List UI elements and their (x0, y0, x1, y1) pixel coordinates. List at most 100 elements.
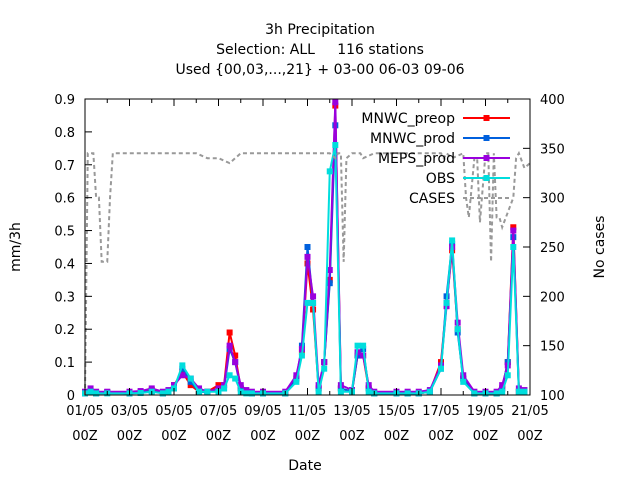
series-point-obs (298, 352, 305, 359)
series-point-obs (504, 372, 511, 379)
series-point-obs (159, 390, 166, 397)
series-point-obs (521, 388, 528, 395)
series-point-obs (232, 375, 239, 382)
series-point-obs (221, 385, 228, 392)
x-tick-label-date: 13/05 (333, 404, 370, 419)
series-point-obs (187, 375, 194, 382)
series-layer (82, 99, 531, 397)
y-tick-label: 0.5 (54, 225, 75, 240)
chart-title-block: 3h Precipitation Selection: ALL 116 stat… (175, 22, 464, 78)
series-point-meps-prod (171, 382, 177, 389)
legend-label-obs: OBS (426, 171, 455, 187)
series-point-meps-prod (360, 352, 367, 359)
series-point-obs (93, 390, 100, 397)
x-tick-label-date: 09/05 (244, 404, 281, 419)
series-point-mnwc-prod (237, 385, 244, 392)
x-tick-label-date: 17/05 (422, 404, 459, 419)
x-tick-label-date: 19/05 (467, 404, 504, 419)
series-point-mnwc-preop (232, 352, 239, 359)
series-point-meps-prod (179, 372, 186, 379)
series-point-obs (354, 342, 361, 349)
series-point-obs (310, 299, 317, 306)
x-tick-label-hour: 00Z (161, 429, 187, 444)
y-tick-label: 0.8 (54, 126, 75, 141)
series-point-obs (293, 378, 300, 385)
x-tick-label-hour: 00Z (250, 429, 276, 444)
series-point-mnwc-preop (215, 382, 222, 389)
y-tick-label: 0.9 (54, 93, 75, 108)
series-point-obs (493, 390, 500, 397)
series-point-obs (226, 372, 233, 379)
x-tick-label-hour: 00Z (339, 429, 365, 444)
series-point-obs (204, 388, 211, 395)
legend-marker-mnwc-prod (483, 135, 490, 141)
series-point-obs (449, 237, 456, 244)
x-tick-label-hour: 00Z (428, 429, 454, 444)
chart-title: 3h Precipitation (265, 22, 375, 38)
series-point-obs (196, 388, 203, 395)
series-point-obs (515, 388, 522, 395)
series-point-obs (137, 390, 144, 397)
x-axis-label: Date (288, 458, 321, 474)
series-point-meps-prod (332, 99, 339, 106)
series-point-obs (165, 388, 172, 395)
series-point-obs (460, 378, 467, 385)
series-point-mnwc-preop (510, 224, 517, 231)
series-point-mnwc-preop (187, 382, 194, 389)
x-tick-label-hour: 00Z (517, 429, 543, 444)
y2-tick-label: 350 (540, 142, 565, 157)
series-point-obs (332, 142, 339, 149)
series-point-obs (243, 390, 250, 397)
x-tick-label-hour: 00Z (473, 429, 499, 444)
series-line-cases (84, 150, 531, 396)
series-point-meps-prod (326, 267, 333, 274)
series-point-obs (454, 326, 461, 333)
x-tick-label-hour: 00Z (384, 429, 410, 444)
legend: MNWC_preop MNWC_prod MEPS_prod OBS CASES (361, 111, 510, 207)
series-point-mnwc-preop (226, 329, 233, 336)
series-point-meps-prod (243, 387, 250, 394)
legend-marker-obs (483, 175, 490, 181)
series-point-mnwc-prod (187, 378, 194, 385)
y2-tick-label: 150 (540, 340, 565, 355)
series-point-meps-prod (510, 227, 517, 234)
legend-label-mnwc-prod: MNWC_prod (370, 131, 455, 147)
series-point-obs (510, 244, 517, 250)
y-tick-label: 0.1 (54, 356, 75, 371)
series-point-meps-prod (232, 359, 239, 366)
series-point-meps-prod (221, 382, 228, 389)
series-point-meps-prod (148, 385, 155, 392)
y2-tick-label: 400 (540, 93, 565, 108)
series-point-meps-prod (499, 382, 506, 389)
y-tick-label: 0 (67, 389, 75, 404)
x-tick-label-date: 05/05 (155, 404, 192, 419)
x-tick-label-hour: 00Z (295, 429, 321, 444)
legend-label-meps-prod: MEPS_prod (378, 151, 455, 167)
x-tick-label-date: 11/05 (289, 404, 326, 419)
series-point-mnwc-prod (304, 244, 311, 250)
x-tick-label-date: 03/05 (111, 404, 148, 419)
series-point-obs (179, 362, 186, 369)
y-tick-label: 0.3 (54, 290, 75, 305)
series-point-obs (443, 299, 450, 306)
x-tick-label-date: 07/05 (200, 404, 237, 419)
legend-label-cases: CASES (409, 191, 455, 207)
series-point-obs (365, 388, 372, 395)
y-tick-label: 0.6 (54, 192, 75, 207)
series-point-obs (321, 365, 328, 372)
series-point-meps-prod (196, 385, 203, 392)
y2-tick-label: 300 (540, 192, 565, 207)
series-point-obs (360, 342, 367, 349)
series-point-meps-prod (87, 385, 94, 392)
x-tick-label-date: 21/05 (511, 404, 548, 419)
series-point-meps-prod (304, 253, 311, 260)
legend-label-mnwc-preop: MNWC_preop (361, 111, 455, 127)
axis-ticks: 0 0.1 0.2 0.3 0.4 0.5 0.6 0.7 0.8 0.9 100 150 200 250… (54, 93, 565, 444)
chart-subtitle-selection: Selection: ALL 116 stations (216, 42, 424, 58)
y-tick-label: 0.7 (54, 159, 75, 174)
series-point-mnwc-prod (499, 385, 506, 392)
series-point-obs (248, 390, 255, 397)
series-point-obs (438, 365, 444, 372)
series-point-meps-prod (237, 382, 244, 389)
